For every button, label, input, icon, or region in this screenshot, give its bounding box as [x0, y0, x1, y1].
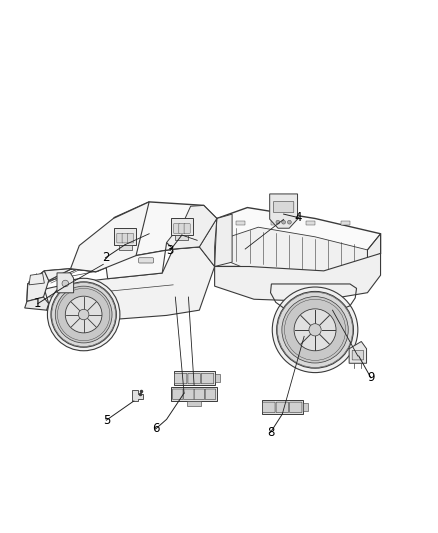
Text: 4: 4	[295, 211, 302, 224]
Text: 2: 2	[102, 251, 109, 264]
Polygon shape	[174, 371, 215, 385]
Polygon shape	[215, 253, 381, 302]
Polygon shape	[367, 234, 381, 262]
Polygon shape	[27, 246, 136, 302]
FancyBboxPatch shape	[184, 224, 190, 233]
FancyBboxPatch shape	[194, 389, 205, 400]
Text: 8: 8	[267, 426, 274, 439]
FancyBboxPatch shape	[127, 233, 134, 243]
Circle shape	[294, 309, 336, 351]
FancyBboxPatch shape	[276, 402, 289, 413]
FancyBboxPatch shape	[179, 224, 185, 233]
Polygon shape	[187, 401, 201, 406]
Polygon shape	[114, 228, 136, 245]
Circle shape	[47, 278, 120, 351]
FancyBboxPatch shape	[306, 221, 315, 224]
Polygon shape	[71, 202, 149, 272]
Text: 9: 9	[367, 372, 374, 384]
Circle shape	[51, 282, 117, 348]
FancyBboxPatch shape	[184, 389, 194, 400]
Circle shape	[55, 286, 112, 343]
Polygon shape	[27, 271, 49, 302]
Text: 1: 1	[34, 297, 42, 310]
Circle shape	[276, 220, 280, 224]
FancyBboxPatch shape	[352, 350, 364, 360]
FancyBboxPatch shape	[201, 373, 214, 384]
Polygon shape	[29, 273, 44, 285]
Polygon shape	[175, 235, 188, 240]
Polygon shape	[103, 243, 173, 279]
Polygon shape	[262, 400, 303, 414]
Polygon shape	[303, 402, 308, 411]
FancyBboxPatch shape	[117, 233, 123, 243]
Circle shape	[78, 309, 89, 320]
FancyBboxPatch shape	[139, 258, 153, 263]
Polygon shape	[215, 214, 232, 266]
Circle shape	[287, 220, 291, 224]
Circle shape	[65, 296, 102, 333]
Polygon shape	[166, 205, 217, 249]
Text: 6: 6	[152, 423, 159, 435]
FancyBboxPatch shape	[188, 373, 200, 384]
Polygon shape	[44, 246, 103, 280]
Polygon shape	[103, 202, 217, 256]
Circle shape	[282, 297, 348, 363]
FancyBboxPatch shape	[122, 233, 128, 243]
Polygon shape	[349, 342, 367, 364]
FancyBboxPatch shape	[263, 402, 275, 413]
Text: 3: 3	[166, 244, 174, 257]
Polygon shape	[199, 219, 217, 266]
Polygon shape	[219, 227, 367, 275]
Circle shape	[282, 220, 286, 224]
FancyBboxPatch shape	[237, 221, 245, 224]
Polygon shape	[25, 297, 49, 310]
Polygon shape	[119, 245, 132, 250]
FancyBboxPatch shape	[173, 389, 183, 400]
Polygon shape	[171, 219, 193, 235]
Circle shape	[309, 324, 321, 336]
FancyBboxPatch shape	[174, 373, 187, 384]
Polygon shape	[171, 386, 217, 401]
Circle shape	[277, 292, 353, 368]
Polygon shape	[270, 194, 297, 228]
Polygon shape	[44, 247, 215, 320]
Polygon shape	[57, 273, 74, 293]
FancyBboxPatch shape	[341, 221, 350, 224]
FancyBboxPatch shape	[290, 402, 302, 413]
FancyBboxPatch shape	[273, 201, 294, 213]
Circle shape	[62, 280, 69, 287]
Text: 5: 5	[102, 414, 110, 427]
FancyBboxPatch shape	[173, 224, 180, 233]
FancyBboxPatch shape	[205, 389, 215, 400]
FancyBboxPatch shape	[272, 221, 280, 224]
Circle shape	[272, 287, 358, 373]
Polygon shape	[199, 207, 381, 271]
Polygon shape	[132, 390, 144, 401]
Polygon shape	[215, 374, 220, 382]
